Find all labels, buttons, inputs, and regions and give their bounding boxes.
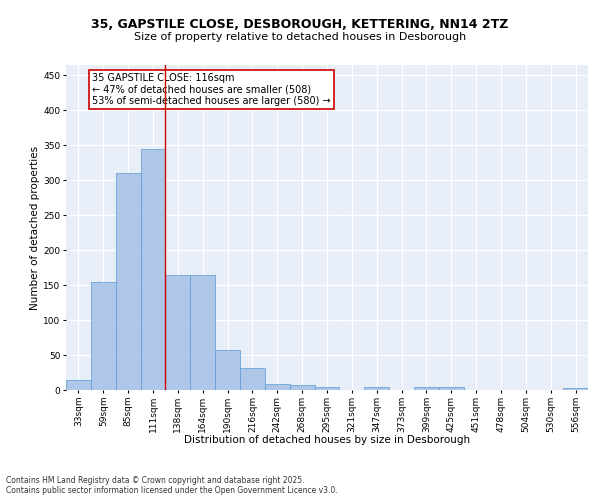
Bar — [190, 274, 215, 390]
Bar — [116, 174, 140, 390]
Bar — [439, 386, 464, 390]
Bar — [215, 350, 240, 390]
Bar — [66, 380, 91, 390]
X-axis label: Distribution of detached houses by size in Desborough: Distribution of detached houses by size … — [184, 434, 470, 444]
Bar — [240, 368, 265, 390]
Bar — [140, 149, 166, 390]
Text: Size of property relative to detached houses in Desborough: Size of property relative to detached ho… — [134, 32, 466, 42]
Bar — [414, 386, 439, 390]
Y-axis label: Number of detached properties: Number of detached properties — [31, 146, 40, 310]
Bar — [563, 388, 588, 390]
Text: 35, GAPSTILE CLOSE, DESBOROUGH, KETTERING, NN14 2TZ: 35, GAPSTILE CLOSE, DESBOROUGH, KETTERIN… — [91, 18, 509, 30]
Bar — [314, 386, 340, 390]
Bar — [290, 385, 314, 390]
Text: 35 GAPSTILE CLOSE: 116sqm
← 47% of detached houses are smaller (508)
53% of semi: 35 GAPSTILE CLOSE: 116sqm ← 47% of detac… — [92, 73, 331, 106]
Bar — [91, 282, 116, 390]
Bar — [364, 386, 389, 390]
Text: Contains HM Land Registry data © Crown copyright and database right 2025.
Contai: Contains HM Land Registry data © Crown c… — [6, 476, 338, 495]
Bar — [265, 384, 290, 390]
Bar — [166, 274, 190, 390]
